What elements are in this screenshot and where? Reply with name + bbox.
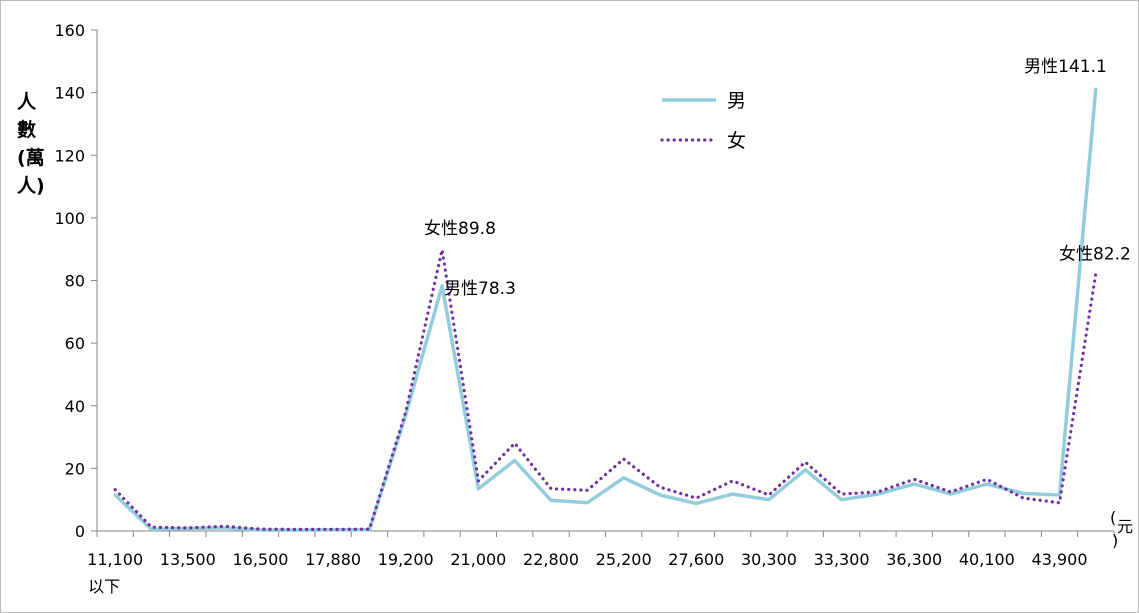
x-tick-sublabel: 以下 xyxy=(88,577,120,596)
x-tick-label: 27,600 xyxy=(668,550,724,569)
data-label: 女性82.2 xyxy=(1059,245,1131,265)
x-tick-label: 36,300 xyxy=(886,550,942,569)
y-axis-label-char: 人) xyxy=(17,175,45,197)
x-tick-label: 11,100 xyxy=(87,550,143,569)
y-axis-label-char: (萬 xyxy=(17,147,45,169)
y-ticks: 0 20 40 60 80 100 120 140 160 xyxy=(54,21,97,541)
y-tick-label: 20 xyxy=(65,459,85,478)
x-tick-label: 13,500 xyxy=(160,550,216,569)
y-axis-label-char: 人 xyxy=(17,91,37,113)
x-axis-unit-char: 元 xyxy=(1117,517,1133,536)
x-tick-label: 22,800 xyxy=(523,550,579,569)
y-axis-label: 人數 (萬人) xyxy=(17,91,45,197)
data-label: 女性89.8 xyxy=(424,219,496,239)
x-tick-label: 21,000 xyxy=(450,550,506,569)
series-line-female xyxy=(113,248,1098,532)
y-tick-label: 40 xyxy=(65,397,85,416)
x-tick-label: 25,200 xyxy=(596,550,652,569)
series-line-male xyxy=(113,87,1098,532)
y-tick-label: 120 xyxy=(54,146,85,165)
x-axis-unit: (元) xyxy=(1110,508,1133,550)
x-tick-label: 43,900 xyxy=(1032,550,1088,569)
y-tick-label: 140 xyxy=(54,84,85,103)
data-label: 男性141.1 xyxy=(1024,57,1107,77)
y-tick-label: 80 xyxy=(65,272,85,291)
legend-item-male[interactable]: 男 xyxy=(662,90,746,112)
x-tick-label: 40,100 xyxy=(959,550,1015,569)
legend-label: 女 xyxy=(727,130,746,152)
legend-label: 男 xyxy=(727,90,746,112)
x-tick-label: 19,200 xyxy=(378,550,434,569)
x-axis-unit-char: ) xyxy=(1112,531,1118,550)
series xyxy=(113,87,1098,532)
legend[interactable]: 男女 xyxy=(660,90,746,152)
annotations: 女性89.8 男性78.3 男性141.1 女性82.2 xyxy=(424,57,1131,299)
x-tick-label: 17,880 xyxy=(305,550,361,569)
x-axis-unit-char: ( xyxy=(1110,508,1116,527)
legend-item-female[interactable]: 女 xyxy=(660,130,746,152)
x-ticks: 11,100 13,500 16,500 17,880 19,200 21,000 22,8… xyxy=(87,531,1115,596)
x-tick-label: 30,300 xyxy=(741,550,797,569)
y-tick-label: 60 xyxy=(65,334,85,353)
y-tick-label: 100 xyxy=(54,209,85,228)
axes xyxy=(96,30,1114,532)
y-tick-label: 160 xyxy=(54,21,85,40)
data-label: 男性78.3 xyxy=(444,279,516,299)
y-tick-label: 0 xyxy=(75,522,85,541)
x-tick-label: 33,300 xyxy=(814,550,870,569)
y-axis-label-char: 數 xyxy=(17,119,36,141)
x-tick-label: 16,500 xyxy=(232,550,288,569)
